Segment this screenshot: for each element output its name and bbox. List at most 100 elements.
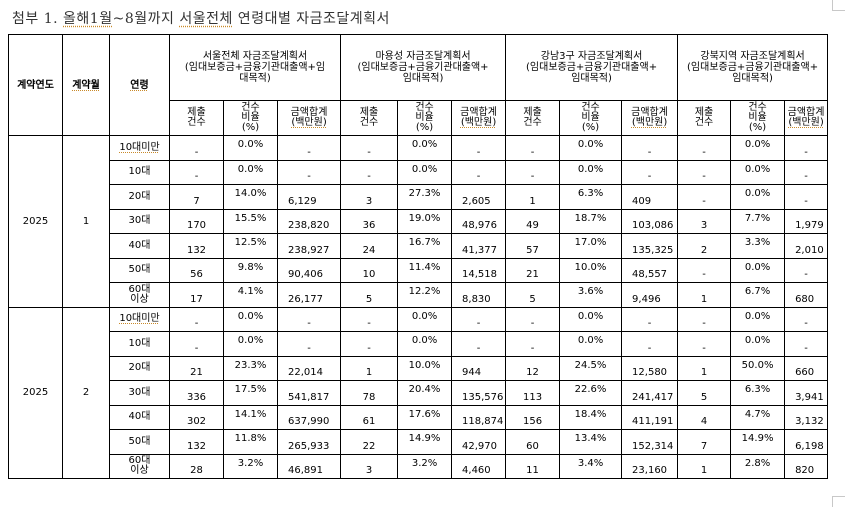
table-row: 60대 이상 28 3.2% 46,891 3 3.2% 4,460 11 3.4% 23,160 1… <box>9 453 829 479</box>
ratio-cell: 20.4% <box>397 380 453 406</box>
ratio-cell: 3.2% <box>397 453 453 479</box>
amount-cell: 265,933 <box>276 429 342 455</box>
count-cell: - <box>677 257 732 283</box>
count-cell: 57 <box>505 233 561 259</box>
count-cell: 60 <box>505 429 561 455</box>
count-cell: 28 <box>169 453 224 479</box>
ratio-cell: 18.7% <box>559 208 623 234</box>
ratio-cell: 17.5% <box>223 380 278 406</box>
count-cell: 1 <box>677 282 732 308</box>
count-cell: 78 <box>340 380 399 406</box>
ratio-cell: 14.9% <box>730 429 786 455</box>
count-cell: - <box>169 159 224 185</box>
contract-year-cell: 2025 <box>8 135 63 308</box>
count-cell: 3 <box>677 208 732 234</box>
amount-cell: - <box>784 184 829 210</box>
ratio-cell: 0.0% <box>559 159 623 185</box>
count-cell: - <box>677 331 732 357</box>
header-gangbuk-ratio: 건수 비율 (%) <box>730 100 786 136</box>
count-cell: 5 <box>677 380 732 406</box>
ratio-cell: 15.5% <box>223 208 278 234</box>
ratio-cell: 9.8% <box>223 257 278 283</box>
count-cell: 61 <box>340 404 399 430</box>
ratio-cell: 0.0% <box>730 331 786 357</box>
header-gangbuk-count: 제출 건수 <box>677 100 732 136</box>
amount-cell: 41,377 <box>451 233 507 259</box>
contract-month-cell: 1 <box>62 135 110 308</box>
amount-cell: 135,325 <box>621 233 679 259</box>
ratio-cell: 27.3% <box>397 184 453 210</box>
ratio-cell: 0.0% <box>730 135 786 161</box>
ratio-cell: 11.4% <box>397 257 453 283</box>
ratio-cell: 4.1% <box>223 282 278 308</box>
age-group-cell: 40대 <box>109 233 170 259</box>
count-cell: - <box>505 135 561 161</box>
amount-cell: - <box>451 306 507 332</box>
count-cell: 156 <box>505 404 561 430</box>
amount-cell: 409 <box>621 184 679 210</box>
ratio-cell: 2.8% <box>730 453 786 479</box>
amount-cell: - <box>784 135 829 161</box>
count-cell: 302 <box>169 404 224 430</box>
count-cell: - <box>505 159 561 185</box>
count-cell: 132 <box>169 233 224 259</box>
count-cell: 22 <box>340 429 399 455</box>
amount-cell: - <box>784 331 829 357</box>
ratio-cell: 0.0% <box>223 135 278 161</box>
count-cell: 7 <box>677 429 732 455</box>
amount-cell: 3,132 <box>784 404 829 430</box>
count-cell: - <box>169 331 224 357</box>
title-period-start: 올해1월 <box>63 11 113 27</box>
ratio-cell: 0.0% <box>397 135 453 161</box>
count-cell: 1 <box>340 355 399 381</box>
amount-cell: - <box>276 306 342 332</box>
amount-cell: 660 <box>784 355 829 381</box>
amount-cell: 23,160 <box>621 453 679 479</box>
count-cell: 1 <box>677 355 732 381</box>
count-cell: 56 <box>169 257 224 283</box>
table-row: 40대 302 14.1% 637,990 61 17.6% 118,874 156 18.4%… <box>9 404 829 430</box>
age-group-cell: 10대미만 <box>109 306 170 332</box>
amount-cell: 9,496 <box>621 282 679 308</box>
header-group-gangbuk: 강북지역 자금조달계획서 (임대보증금+금융기관대출액+ 임대목적) <box>677 34 829 101</box>
table-row: 2025 2 10대미만 -0.0% - -0.0% - -0.0% - -0.0% - <box>8 306 829 479</box>
header-mayongseong-count: 제출 건수 <box>340 100 399 136</box>
amount-cell: 6,129 <box>276 184 342 210</box>
count-cell: 1 <box>505 184 561 210</box>
header-gangbuk-amount: 금액합계 (백만원) <box>784 100 829 136</box>
amount-cell: 48,557 <box>621 257 679 283</box>
title-suffix: 연령대별 자금조달계획서 <box>232 11 390 27</box>
count-cell: 113 <box>505 380 561 406</box>
ratio-cell: 24.5% <box>559 355 623 381</box>
header-contract-month: 계약월 <box>62 34 110 136</box>
ratio-cell: 3.3% <box>730 233 786 259</box>
contract-month-cell: 2 <box>62 306 110 479</box>
table-row: 20대 21 23.3% 22,014 1 10.0% 944 12 24.5% 12,580 1 5… <box>9 355 829 381</box>
ratio-cell: 14.1% <box>223 404 278 430</box>
page-corner-mark-bottom <box>832 496 845 507</box>
amount-cell: 103,086 <box>621 208 679 234</box>
count-cell: 2 <box>677 233 732 259</box>
count-cell: 49 <box>505 208 561 234</box>
amount-cell: - <box>276 159 342 185</box>
ratio-cell: 0.0% <box>397 306 453 332</box>
ratio-cell: 19.0% <box>397 208 453 234</box>
table-body: 2025 1 10대미만 -0.0% - -0.0% - -0.0% - -0.0% -10대 -0.… <box>8 135 829 479</box>
count-cell: - <box>677 306 732 332</box>
age-group-cell: 40대 <box>109 404 170 430</box>
ratio-cell: 10.0% <box>397 355 453 381</box>
count-cell: 5 <box>505 282 561 308</box>
ratio-cell: 18.4% <box>559 404 623 430</box>
ratio-cell: 0.0% <box>559 331 623 357</box>
count-cell: - <box>340 306 399 332</box>
amount-cell: - <box>451 331 507 357</box>
amount-cell: 3,941 <box>784 380 829 406</box>
header-gangnam3gu-ratio: 건수 비율 (%) <box>559 100 623 136</box>
amount-cell: 152,314 <box>621 429 679 455</box>
ratio-cell: 14.9% <box>397 429 453 455</box>
header-group-seoul: 서울전체 자금조달계획서 (임대보증금+금융기관대출액+임 대목적) <box>168 34 342 101</box>
amount-cell: 14,518 <box>451 257 507 283</box>
header-group-gangnam3gu: 강남3구 자금조달계획서 (임대보증금+금융기관대출액+ 임대목적) <box>505 34 679 101</box>
amount-cell: 42,970 <box>451 429 507 455</box>
age-group-cell: 60대 이상 <box>109 453 170 479</box>
